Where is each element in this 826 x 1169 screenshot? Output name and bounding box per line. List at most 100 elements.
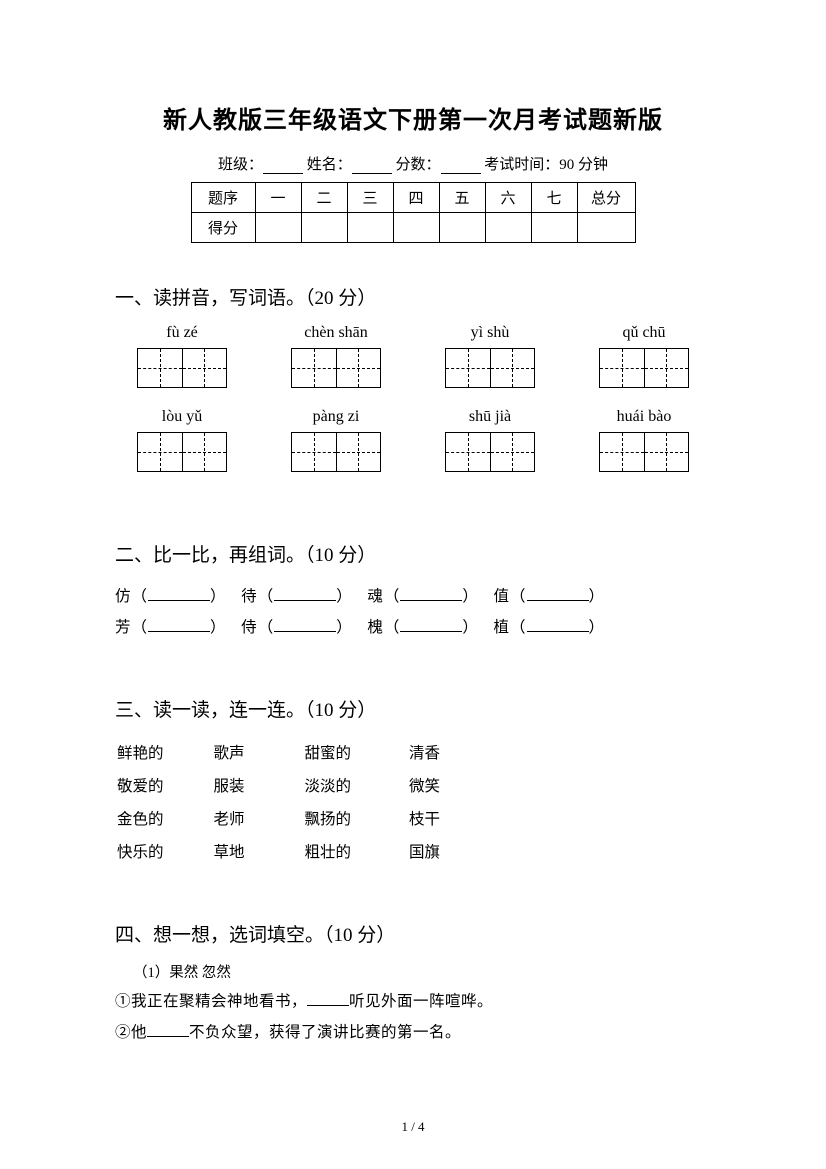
match-row: 鲜艳的 歌声 甜蜜的 清香 — [117, 738, 488, 769]
compare-char: 魂 — [367, 588, 384, 605]
score-cell[interactable] — [393, 213, 439, 243]
pinyin-item: huái bào — [585, 408, 703, 472]
col-header: 二 — [301, 183, 347, 213]
char-box[interactable] — [137, 432, 227, 472]
char-box[interactable] — [599, 432, 689, 472]
word-blank[interactable] — [527, 631, 589, 632]
score-cell[interactable] — [439, 213, 485, 243]
compare-line: 芳（） 侍（） 槐（） 植（） — [115, 612, 711, 643]
compare-char: 待 — [241, 588, 258, 605]
match-row: 敬爱的 服装 淡淡的 微笑 — [117, 771, 488, 802]
fill-blank[interactable] — [147, 1036, 189, 1037]
section1-heading: 一、读拼音，写词语。（20 分） — [115, 283, 711, 310]
student-info: 班级： 姓名： 分数： 考试时间：90 分钟 — [115, 153, 711, 174]
char-box[interactable] — [445, 348, 535, 388]
pinyin-item: chèn shān — [277, 324, 395, 388]
pinyin-text: fù zé — [123, 324, 241, 342]
word-blank[interactable] — [274, 631, 336, 632]
pinyin-row: lòu yǔ pàng zi shū jià huái bào — [115, 408, 711, 472]
fill-blank[interactable] — [307, 1005, 349, 1006]
word-blank[interactable] — [148, 600, 210, 601]
pinyin-text: yì shù — [431, 324, 549, 342]
compare-char: 值 — [494, 588, 511, 605]
row-label: 题序 — [191, 183, 255, 213]
pinyin-text: chèn shān — [277, 324, 395, 342]
col-header: 三 — [347, 183, 393, 213]
match-cell: 草地 — [214, 837, 303, 868]
pinyin-item: fù zé — [123, 324, 241, 388]
compare-char: 侍 — [241, 619, 258, 636]
word-blank[interactable] — [400, 600, 462, 601]
score-cell[interactable] — [577, 213, 635, 243]
class-blank[interactable] — [263, 160, 303, 174]
section3-heading: 三、读一读，连一连。（10 分） — [115, 695, 711, 722]
pinyin-item: qǔ chū — [585, 324, 703, 388]
match-cell: 粗壮的 — [305, 837, 408, 868]
match-cell: 淡淡的 — [305, 771, 408, 802]
pinyin-item: pàng zi — [277, 408, 395, 472]
word-group-label: （1）果然 忽然 — [133, 961, 711, 982]
fill-sentence: ①我正在聚精会神地看书， 听见外面一阵喧哗。 — [115, 986, 711, 1017]
char-box[interactable] — [291, 432, 381, 472]
col-total: 总分 — [577, 183, 635, 213]
match-cell: 飘扬的 — [305, 804, 408, 835]
page-number: 1 / 4 — [0, 1119, 826, 1135]
col-header: 四 — [393, 183, 439, 213]
char-box[interactable] — [445, 432, 535, 472]
pinyin-row: fù zé chèn shān yì shù qǔ chū — [115, 324, 711, 388]
pinyin-text: pàng zi — [277, 408, 395, 426]
word-blank[interactable] — [400, 631, 462, 632]
word-blank[interactable] — [148, 631, 210, 632]
match-table: 鲜艳的 歌声 甜蜜的 清香 敬爱的 服装 淡淡的 微笑 金色的 老师 飘扬的 枝… — [115, 736, 490, 870]
score-cell[interactable] — [301, 213, 347, 243]
word-blank[interactable] — [274, 600, 336, 601]
compare-char: 植 — [494, 619, 511, 636]
match-cell: 微笑 — [409, 771, 488, 802]
exam-title: 新人教版三年级语文下册第一次月考试题新版 — [115, 100, 711, 135]
match-cell: 鲜艳的 — [117, 738, 212, 769]
fill-sentence: ②他 不负众望，获得了演讲比赛的第一名。 — [115, 1017, 711, 1048]
char-box[interactable] — [291, 348, 381, 388]
pinyin-item: yì shù — [431, 324, 549, 388]
pinyin-text: qǔ chū — [585, 324, 703, 342]
col-header: 七 — [531, 183, 577, 213]
match-cell: 老师 — [214, 804, 303, 835]
score-cell[interactable] — [485, 213, 531, 243]
score-table: 题序 一 二 三 四 五 六 七 总分 得分 — [191, 182, 636, 243]
char-box[interactable] — [599, 348, 689, 388]
pinyin-item: lòu yǔ — [123, 408, 241, 472]
compare-char: 槐 — [367, 619, 384, 636]
word-blank[interactable] — [527, 600, 589, 601]
compare-line: 仿（） 待（） 魂（） 值（） — [115, 581, 711, 612]
pinyin-text: shū jià — [431, 408, 549, 426]
section4-heading: 四、想一想，选词填空。（10 分） — [115, 920, 711, 947]
pinyin-text: huái bào — [585, 408, 703, 426]
score-cell[interactable] — [347, 213, 393, 243]
sentence-part: 不负众望，获得了演讲比赛的第一名。 — [189, 1024, 461, 1041]
name-label: 姓名： — [307, 157, 352, 173]
compare-char: 芳 — [115, 619, 132, 636]
pinyin-text: lòu yǔ — [123, 408, 241, 426]
score-blank[interactable] — [441, 160, 481, 174]
score-label: 分数： — [396, 157, 441, 173]
match-cell: 快乐的 — [117, 837, 212, 868]
match-row: 快乐的 草地 粗壮的 国旗 — [117, 837, 488, 868]
col-header: 六 — [485, 183, 531, 213]
match-cell: 清香 — [409, 738, 488, 769]
compare-char: 仿 — [115, 588, 132, 605]
score-cell[interactable] — [255, 213, 301, 243]
pinyin-item: shū jià — [431, 408, 549, 472]
score-cell[interactable] — [531, 213, 577, 243]
sentence-part: 听见外面一阵喧哗。 — [349, 993, 493, 1010]
match-row: 金色的 老师 飘扬的 枝干 — [117, 804, 488, 835]
sentence-part: ①我正在聚精会神地看书， — [115, 993, 307, 1010]
class-label: 班级： — [218, 157, 263, 173]
match-cell: 敬爱的 — [117, 771, 212, 802]
row-label: 得分 — [191, 213, 255, 243]
match-cell: 服装 — [214, 771, 303, 802]
match-cell: 甜蜜的 — [305, 738, 408, 769]
sentence-part: ②他 — [115, 1024, 147, 1041]
char-box[interactable] — [137, 348, 227, 388]
name-blank[interactable] — [352, 160, 392, 174]
section2-heading: 二、比一比，再组词。（10 分） — [115, 540, 711, 567]
